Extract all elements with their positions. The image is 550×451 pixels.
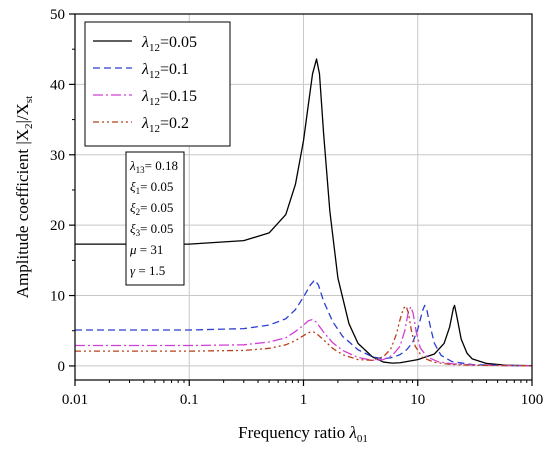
y-tick-label: 0 bbox=[58, 359, 66, 375]
parameter-label-4: ξ3= 0.05 bbox=[130, 221, 173, 238]
x-axis-title: Frequency ratio λ01 bbox=[238, 423, 368, 445]
series-line-2 bbox=[75, 279, 532, 367]
parameter-label-3: ξ2= 0.05 bbox=[130, 200, 173, 217]
x-tick-label: 100 bbox=[521, 392, 544, 408]
axis-ticks: 0.01 0.1 1 10 100 0 10 20 30 40 50 bbox=[50, 7, 543, 408]
x-tick-label: 0.1 bbox=[180, 392, 199, 408]
y-tick-label: 10 bbox=[50, 289, 65, 305]
y-tick-label: 50 bbox=[50, 7, 65, 23]
legend-label-1: λ12=0.05 bbox=[141, 34, 197, 54]
legend-box bbox=[84, 21, 231, 147]
parameter-label-2: ξ1= 0.05 bbox=[130, 179, 173, 196]
legend-label-4: λ12=0.2 bbox=[141, 115, 189, 135]
legend: λ12=0.05 λ12=0.1 λ12=0.15 λ12=0.2 bbox=[84, 21, 231, 147]
parameter-box: λ13= 0.18 ξ1= 0.05 ξ2= 0.05 ξ3= 0.05 μ = 31 γ… bbox=[125, 151, 185, 286]
parameter-label-5: μ = 31 bbox=[129, 242, 163, 257]
parameter-box-frame bbox=[125, 151, 185, 286]
y-tick-label: 30 bbox=[50, 148, 65, 164]
x-tick-label: 10 bbox=[410, 392, 425, 408]
x-tick-label: 1 bbox=[300, 392, 308, 408]
series-group bbox=[75, 58, 532, 367]
parameter-label-6: γ = 1.5 bbox=[130, 263, 165, 278]
series-line-3 bbox=[75, 306, 532, 367]
series-line-1 bbox=[75, 58, 532, 367]
parameter-label-1: λ13= 0.18 bbox=[129, 158, 178, 175]
x-tick-label: 0.01 bbox=[62, 392, 88, 408]
y-axis-title: Amplitude coefficient |X2|/Xst bbox=[13, 96, 35, 299]
y-tick-label: 20 bbox=[50, 218, 65, 234]
legend-label-3: λ12=0.15 bbox=[141, 88, 197, 108]
legend-label-2: λ12=0.1 bbox=[141, 61, 189, 81]
y-tick-label: 40 bbox=[50, 77, 65, 93]
